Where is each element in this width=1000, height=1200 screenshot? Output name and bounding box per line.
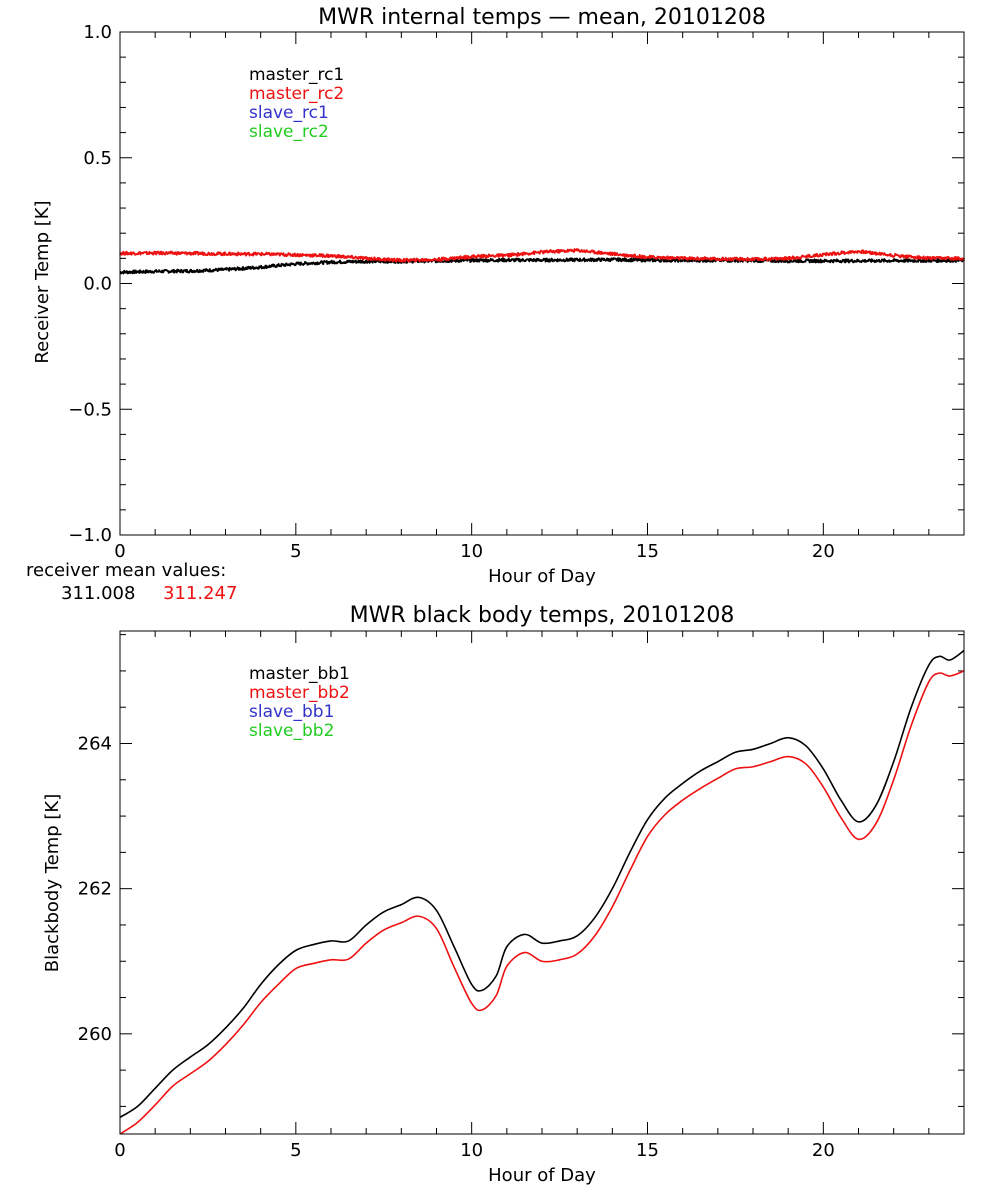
series-line-master-bb1: [119, 649, 965, 1118]
legend: master_bb1 master_bb2 slave_bb1 slave_bb…: [249, 664, 350, 741]
plot-frame: [119, 630, 965, 1135]
y-tick-label: 0.0: [83, 274, 112, 295]
x-axis-label: Hour of Day: [488, 566, 596, 587]
x-tick-label: 0: [114, 541, 125, 562]
y-axis-label: Receiver Temp [K]: [32, 200, 53, 363]
legend-entry: slave_bb1: [249, 702, 334, 722]
chart-title: MWR black body temps, 20101208: [350, 603, 735, 628]
y-tick-label: 0.5: [83, 148, 112, 169]
x-tick-label: 5: [290, 541, 301, 562]
series-line-master-rc1: [119, 257, 965, 275]
series-line-master-rc2: [119, 248, 965, 263]
x-tick-label: 15: [636, 1140, 659, 1161]
x-tick-label: 20: [812, 1140, 835, 1161]
legend-entry: master_bb2: [249, 683, 350, 703]
mean-value: 311.247: [163, 583, 237, 604]
x-tick-label: 10: [460, 1140, 483, 1161]
legend-entry: master_rc2: [249, 84, 344, 104]
plot-frame: [119, 31, 965, 536]
tick-group: 0 5 10 15 20 260 262 264: [78, 631, 965, 1161]
y-tick-label: 260: [78, 1024, 112, 1045]
series-line-master-bb2: [119, 670, 965, 1135]
x-tick-label: 15: [636, 541, 659, 562]
series-group: [119, 248, 965, 275]
mean-values-annotation: receiver mean values: 311.008 311.247: [26, 560, 237, 604]
x-tick-label: 0: [114, 1140, 125, 1161]
y-tick-label: −1.0: [68, 525, 112, 546]
legend-entry: master_rc1: [249, 65, 344, 85]
y-tick-label: −0.5: [68, 399, 112, 420]
y-tick-label: 262: [78, 879, 112, 900]
y-tick-label: 264: [78, 734, 112, 755]
chart-title: MWR internal temps — mean, 20101208: [318, 5, 766, 30]
legend-entry: slave_bb2: [249, 721, 334, 741]
mean-values-label: receiver mean values:: [26, 560, 226, 581]
x-tick-label: 5: [290, 1140, 301, 1161]
mean-value: 311.008: [61, 583, 135, 604]
tick-group: 0 5 10 15 20 −1.0 −0.5 0.0 0.5 1.0: [68, 22, 965, 562]
legend-entry: slave_rc2: [249, 122, 329, 142]
x-tick-label: 20: [812, 541, 835, 562]
y-axis-label: Blackbody Temp [K]: [42, 794, 63, 972]
chart-receiver-temps: MWR internal temps — mean, 20101208 Hour…: [26, 5, 965, 604]
legend-entry: master_bb1: [249, 664, 350, 684]
x-axis-label: Hour of Day: [488, 1165, 596, 1186]
y-tick-label: 1.0: [83, 22, 112, 43]
legend: master_rc1 master_rc2 slave_rc1 slave_rc…: [249, 65, 344, 142]
x-tick-label: 10: [460, 541, 483, 562]
chart-blackbody-temps: MWR black body temps, 20101208 Hour of D…: [42, 603, 965, 1186]
series-group: [119, 649, 965, 1135]
legend-entry: slave_rc1: [249, 103, 329, 123]
